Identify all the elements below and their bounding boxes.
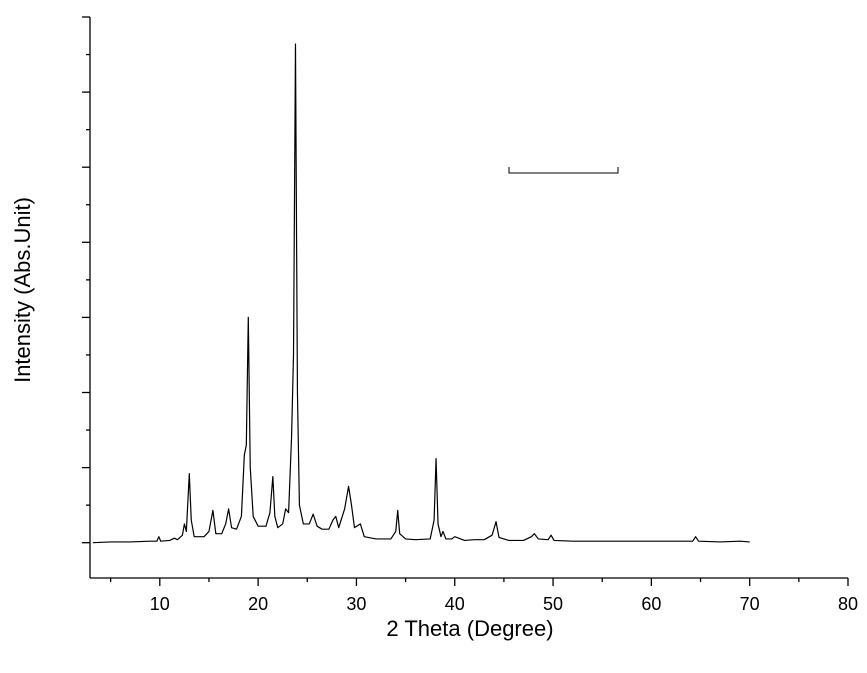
x-tick-label: 70 [740,594,760,614]
x-tick-label: 10 [150,594,170,614]
x-tick-label: 40 [445,594,465,614]
x-tick-label: 80 [838,594,858,614]
x-axis-title: 2 Theta (Degree) [386,616,553,641]
x-tick-label: 50 [543,594,563,614]
x-tick-label: 20 [248,594,268,614]
y-axis-title: Intensity (Abs.Unit) [10,197,35,383]
x-tick-label: 30 [346,594,366,614]
pattern-line [92,43,750,544]
bracket [508,167,619,174]
x-tick-label: 60 [641,594,661,614]
